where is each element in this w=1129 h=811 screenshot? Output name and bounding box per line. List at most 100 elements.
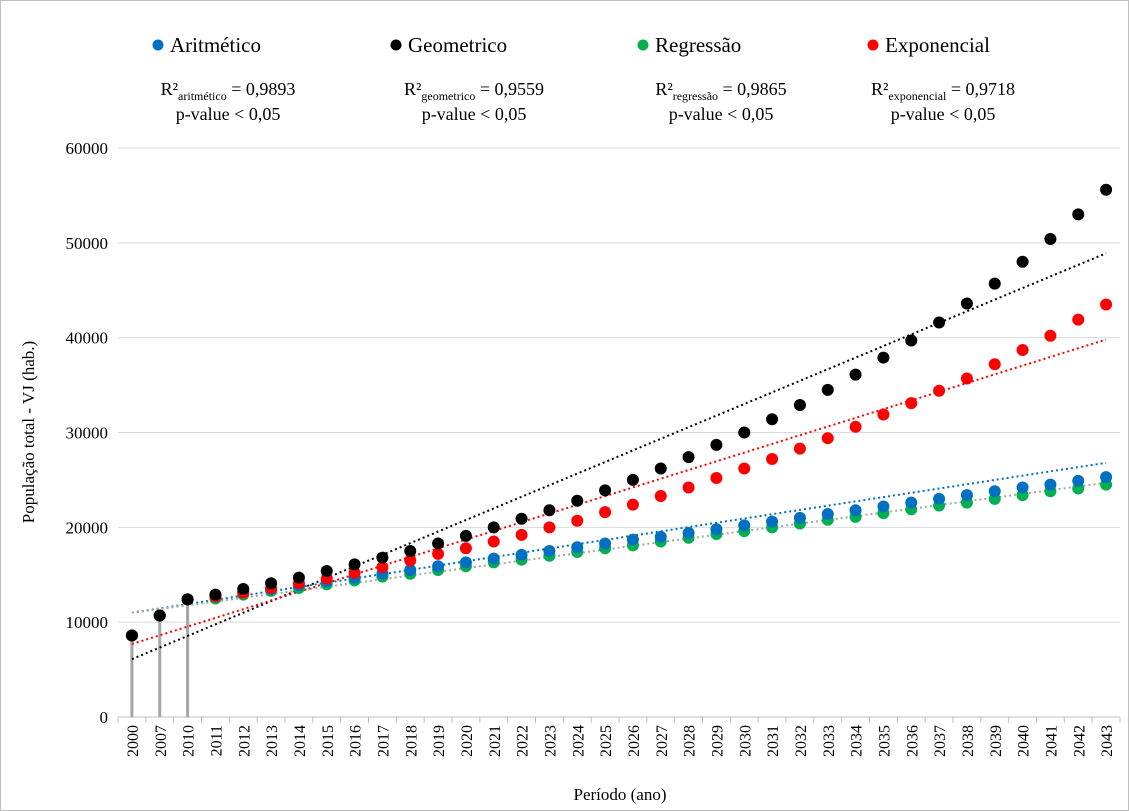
x-tick-label: 2043 — [1099, 725, 1116, 757]
data-point — [738, 462, 751, 475]
data-point — [487, 535, 500, 548]
data-point — [265, 577, 278, 590]
trendline — [131, 461, 1107, 614]
data-point — [933, 492, 946, 505]
x-tick-label: 2032 — [793, 725, 810, 757]
y-tick-label: 10000 — [66, 613, 109, 632]
data-point — [960, 489, 973, 502]
trendline — [131, 481, 1107, 614]
data-point — [654, 530, 667, 543]
data-point — [487, 521, 500, 534]
data-point — [348, 558, 361, 571]
data-point — [376, 551, 389, 564]
x-tick-label: 2015 — [320, 725, 337, 757]
data-point — [1072, 208, 1085, 221]
data-point — [1100, 183, 1113, 196]
data-point — [404, 564, 417, 577]
data-point — [905, 496, 918, 509]
data-point — [1072, 474, 1085, 487]
x-tick-label: 2035 — [876, 725, 893, 757]
y-tick-label: 50000 — [66, 234, 109, 253]
p-value-label: p-value < 0,05 — [422, 104, 527, 124]
x-tick-label: 2014 — [292, 725, 309, 757]
x-tick-label: 2021 — [487, 725, 504, 757]
x-tick-label: 2027 — [654, 725, 671, 757]
data-points — [125, 183, 1113, 642]
x-tick-label: 2017 — [375, 725, 392, 757]
data-point — [1016, 343, 1029, 356]
x-tick-label: 2040 — [1016, 725, 1033, 757]
data-point — [571, 494, 584, 507]
data-point — [626, 473, 639, 486]
data-point — [849, 504, 862, 517]
data-point — [153, 609, 166, 622]
data-point — [1072, 313, 1085, 326]
legend: Aritmético Geometrico Regressão Exponencial — [152, 33, 990, 57]
data-point — [348, 566, 361, 579]
data-point — [766, 515, 779, 528]
x-tick-label: 2012 — [236, 725, 253, 757]
data-point — [181, 593, 194, 606]
data-point — [988, 358, 1001, 371]
data-point — [654, 462, 667, 475]
x-tick-label: 2025 — [598, 725, 615, 757]
trendline — [131, 338, 1107, 645]
data-point — [905, 397, 918, 410]
legend-label: Aritmético — [170, 33, 261, 57]
data-point — [543, 504, 556, 517]
x-tick-label: 2031 — [765, 725, 782, 757]
data-point — [1016, 255, 1029, 268]
data-point — [543, 545, 556, 558]
x-tick-label: 2007 — [153, 725, 170, 757]
data-point — [432, 537, 445, 550]
data-point — [933, 316, 946, 329]
x-tick-label: 2036 — [904, 725, 921, 757]
data-point — [1016, 481, 1029, 494]
r-squared-label: R²exponencial = 0,9718 — [871, 79, 1015, 103]
data-point — [404, 554, 417, 567]
x-tick-label: 2028 — [682, 725, 699, 757]
gridlines — [118, 147, 1120, 623]
legend-label: Geometrico — [408, 33, 507, 57]
legend-label: Regressão — [655, 33, 741, 57]
p-value-label: p-value < 0,05 — [891, 104, 996, 124]
data-point — [821, 508, 834, 521]
data-point — [793, 442, 806, 455]
data-point — [710, 472, 723, 485]
y-tick-label: 30000 — [66, 424, 109, 443]
x-tick-label: 2026 — [626, 725, 643, 757]
data-point — [459, 556, 472, 569]
trendlines — [131, 252, 1107, 661]
legend-label: Exponencial — [885, 33, 990, 57]
x-tick-label: 2024 — [570, 725, 587, 757]
data-point — [571, 514, 584, 527]
data-point — [1044, 233, 1057, 246]
legend-marker — [867, 39, 879, 51]
x-tick-label: 2000 — [125, 725, 142, 757]
data-point — [849, 420, 862, 433]
data-point — [682, 451, 695, 464]
data-point — [599, 537, 612, 550]
x-tick-label: 2019 — [431, 725, 448, 757]
x-tick-label: 2020 — [459, 725, 476, 757]
x-tick-label: 2034 — [849, 725, 866, 757]
x-tick-label: 2039 — [988, 725, 1005, 757]
data-point — [459, 529, 472, 542]
data-point — [654, 490, 667, 503]
data-point — [543, 521, 556, 534]
data-point — [905, 334, 918, 347]
data-point — [432, 560, 445, 573]
x-tick-label: 2016 — [348, 725, 365, 757]
data-point — [682, 527, 695, 540]
x-tick-label: 2011 — [208, 725, 225, 756]
r-squared-label: R²aritmético = 0,9893 — [161, 79, 296, 103]
data-point — [960, 372, 973, 385]
data-point — [738, 426, 751, 439]
data-point — [988, 485, 1001, 498]
x-tick-label: 2042 — [1071, 725, 1088, 757]
data-point — [877, 500, 890, 513]
data-point — [320, 564, 333, 577]
y-tick-label: 40000 — [66, 329, 109, 348]
